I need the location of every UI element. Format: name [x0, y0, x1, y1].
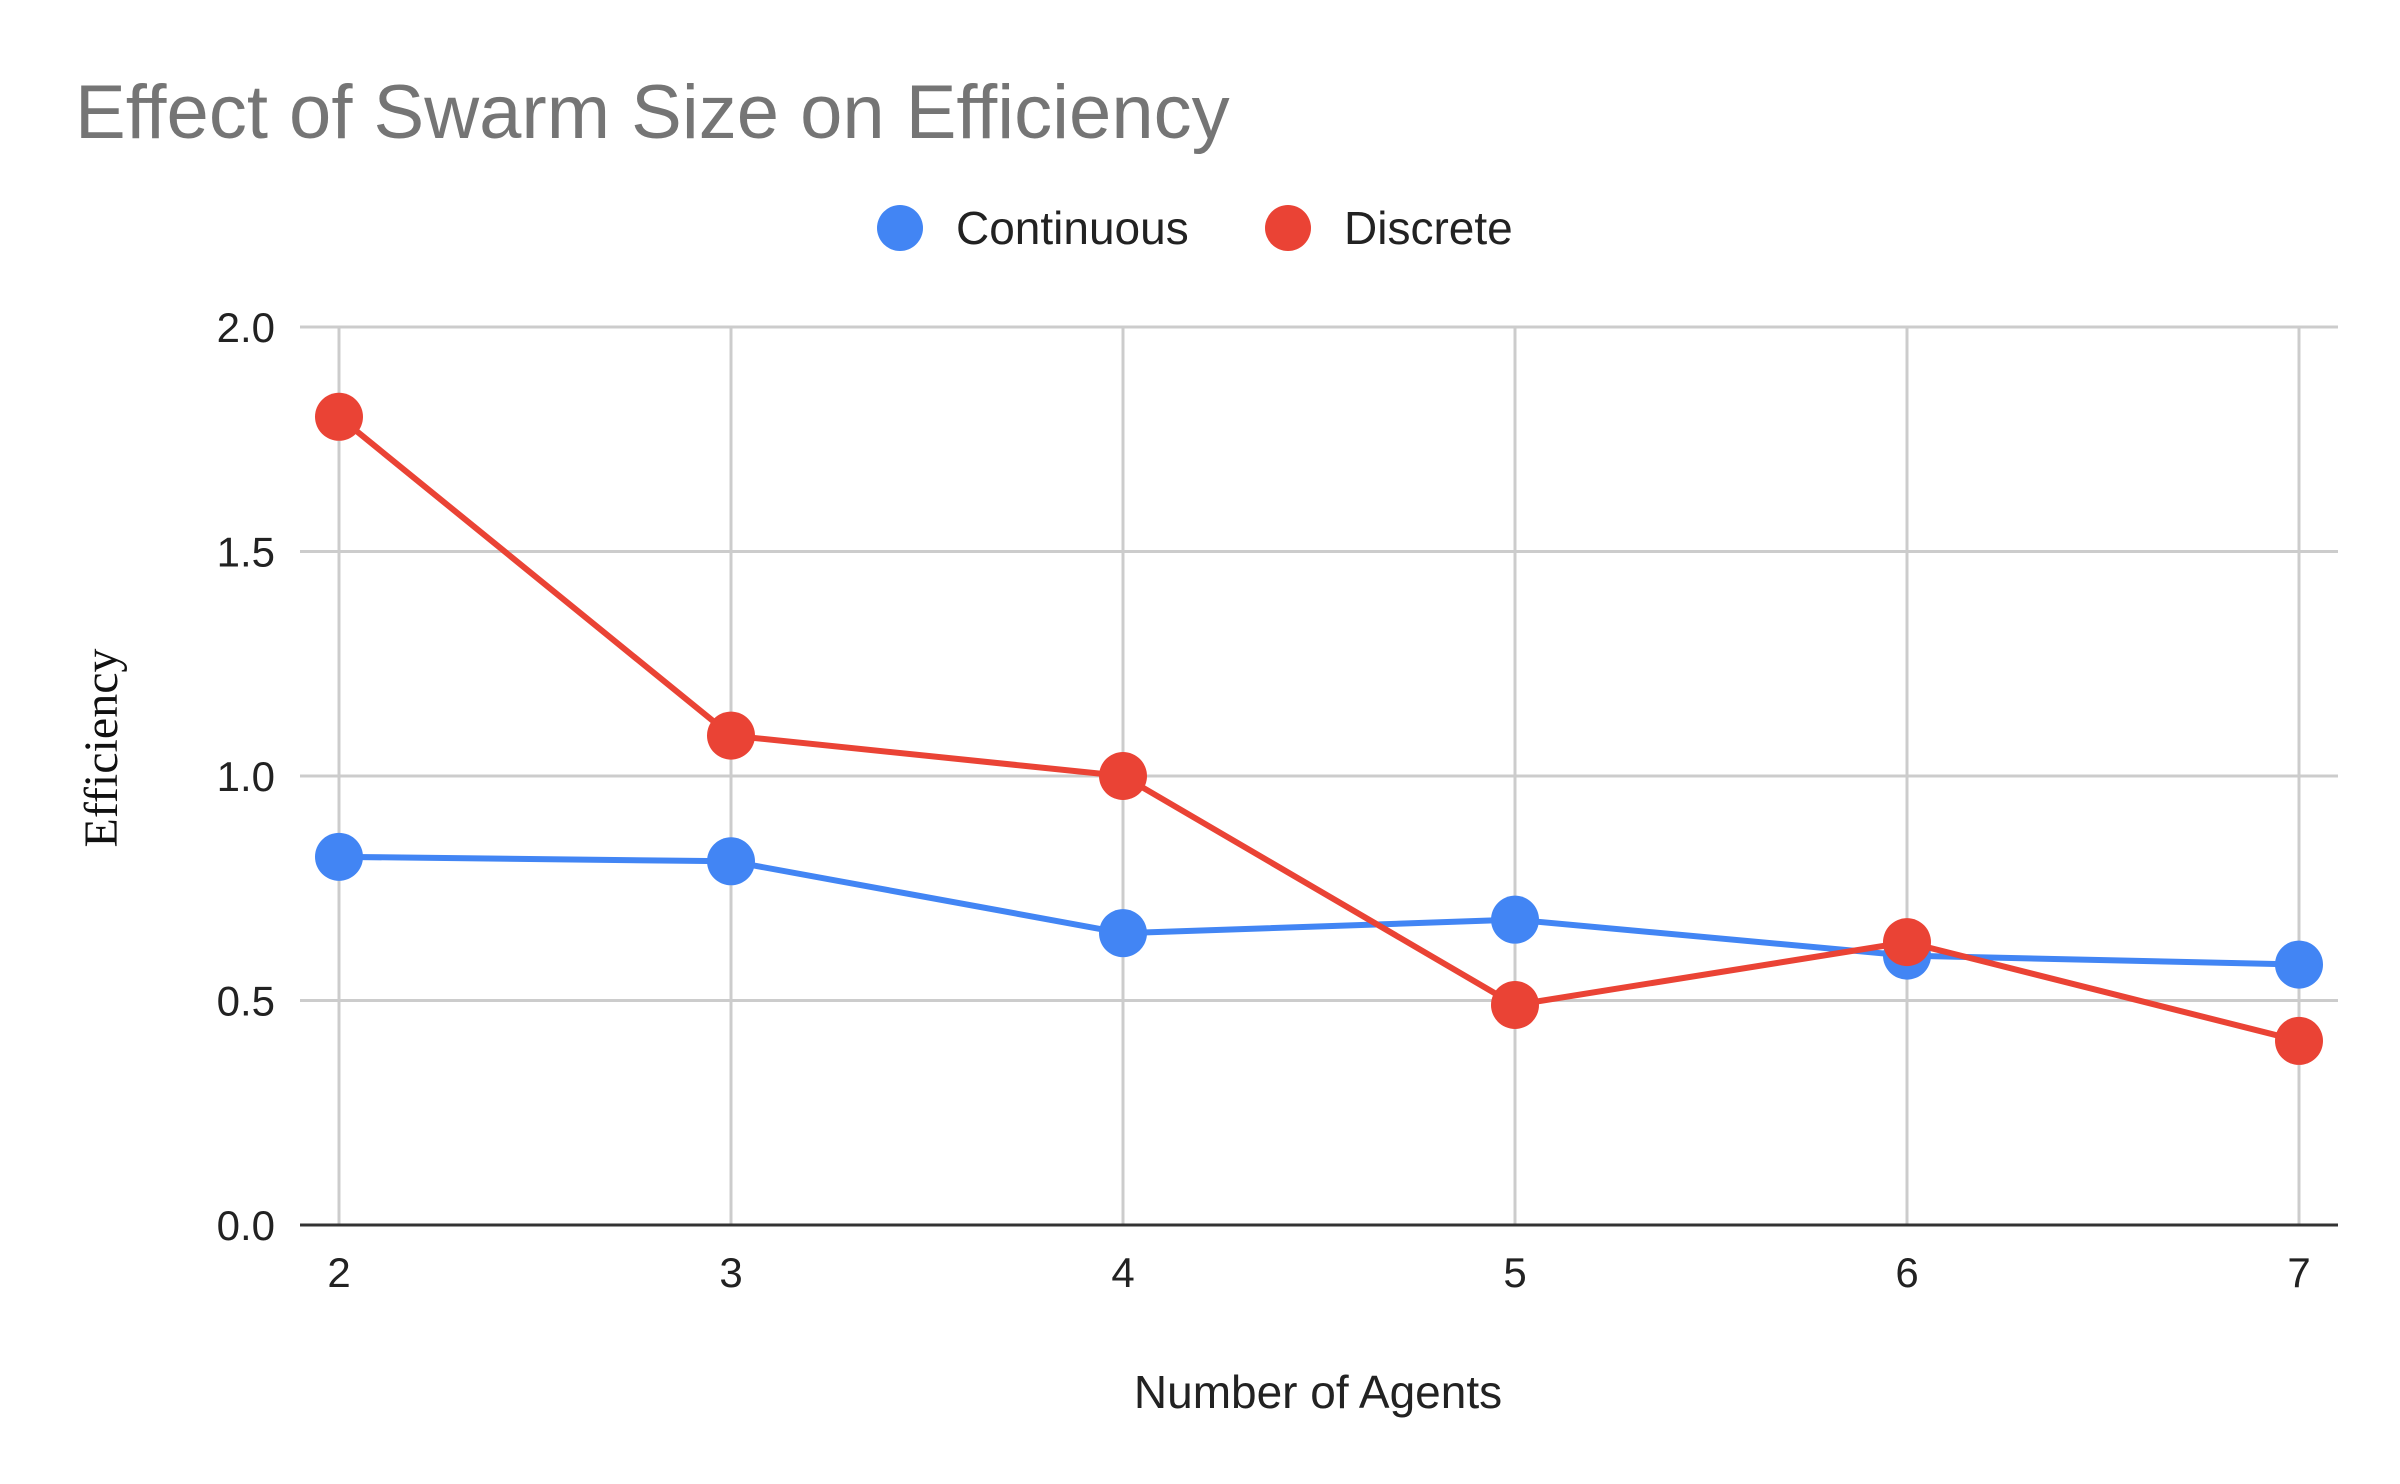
data-point-continuous [1491, 895, 1539, 944]
legend-marker-continuous [877, 205, 923, 251]
data-point-discrete [1883, 918, 1931, 967]
data-point-discrete [1099, 752, 1147, 800]
legend-label-discrete: Discrete [1344, 202, 1513, 254]
x-axis-ticks: 2 3 4 5 6 7 [327, 1249, 2310, 1296]
y-tick-label: 1.0 [217, 753, 275, 800]
x-tick-label: 6 [1895, 1249, 1918, 1296]
x-tick-label: 3 [719, 1249, 742, 1296]
series-layer [315, 392, 2323, 1065]
chart-title: Effect of Swarm Size on Efficiency [75, 70, 1230, 155]
x-tick-label: 4 [1111, 1249, 1134, 1296]
horizontal-gridlines [300, 325, 2338, 1002]
legend-label-continuous: Continuous [956, 202, 1189, 254]
data-point-continuous [315, 832, 363, 881]
x-axis-label: Number of Agents [1134, 1366, 1502, 1418]
x-tick-label: 2 [327, 1249, 350, 1296]
y-tick-label: 0.5 [217, 978, 275, 1025]
series-continuous [315, 832, 2323, 989]
data-point-discrete [707, 711, 755, 760]
data-point-discrete [315, 392, 363, 441]
data-point-continuous [1099, 909, 1147, 958]
data-point-continuous [2275, 940, 2323, 989]
data-point-discrete [2275, 1016, 2323, 1065]
x-tick-label: 7 [2287, 1249, 2310, 1296]
data-point-discrete [1491, 980, 1539, 1029]
series-line-discrete [337, 414, 2300, 1044]
series-discrete [315, 392, 2323, 1065]
x-tick-label: 5 [1503, 1249, 1526, 1296]
data-point-continuous [707, 837, 755, 886]
y-tick-label: 0.0 [217, 1202, 275, 1249]
legend-marker-discrete [1265, 205, 1311, 251]
y-axis-ticks: 0.0 0.5 1.0 1.5 2.0 [217, 304, 275, 1249]
legend: Continuous Discrete [877, 202, 1513, 254]
series-line-continuous [338, 853, 2300, 968]
y-axis-label: Efficiency [75, 648, 128, 847]
y-tick-label: 2.0 [217, 304, 275, 351]
y-tick-label: 1.5 [217, 529, 275, 576]
